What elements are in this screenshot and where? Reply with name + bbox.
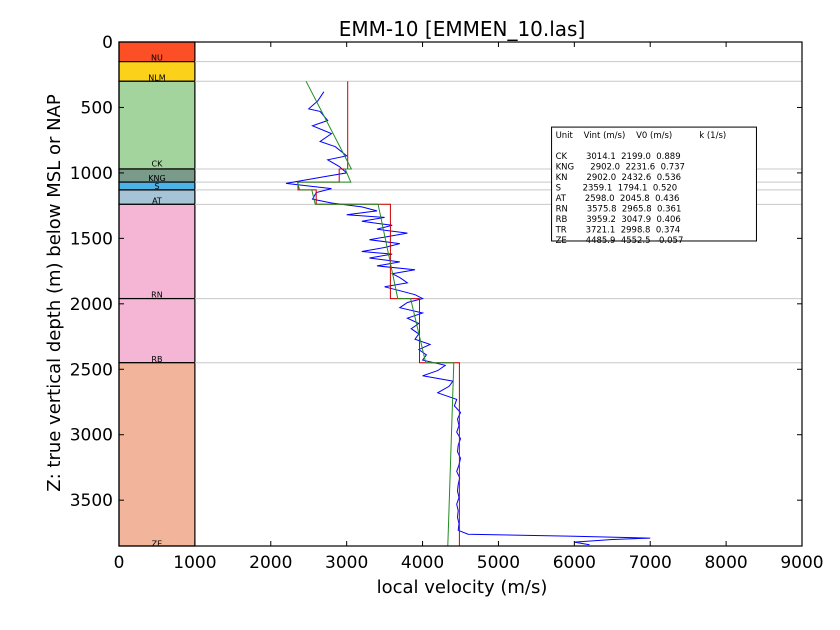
unit-label-rn: RN (151, 291, 163, 300)
unit-label-ze: ZE (152, 539, 163, 548)
legend-row: KN 2902.0 2432.6 0.536 (556, 173, 681, 183)
y-tick-label: 1500 (70, 229, 113, 249)
series-group (285, 81, 651, 546)
unit-label-kng: KNG (148, 174, 165, 183)
x-tick-label: 2000 (249, 553, 292, 573)
legend-row: KNG 2902.0 2231.6 0.737 (556, 163, 685, 173)
chart-title: EMM-10 [EMMEN_10.las] (339, 17, 586, 41)
x-tick-label: 8000 (704, 553, 747, 573)
y-axis-label: Z: true vertical depth (m) below MSL or … (44, 94, 65, 492)
legend-row: S 2359.1 1794.1 0.520 (556, 184, 678, 194)
legend-row: AT 2598.0 2045.8 0.436 (556, 194, 680, 204)
unit-label-rb: RB (151, 355, 162, 364)
x-tick-label: 0 (114, 553, 125, 573)
unit-label-ck: CK (152, 160, 164, 169)
series-line-linear (296, 81, 455, 546)
x-tick-label: 9000 (780, 553, 823, 573)
unit-block-ze (118, 362, 196, 547)
y-tick-label: 500 (81, 98, 113, 118)
unit-label-nu: NU (151, 54, 163, 63)
y-tick-label: 3000 (70, 426, 113, 446)
unit-block-rn (118, 203, 196, 300)
legend-box (551, 126, 757, 242)
y-tick-label: 1000 (70, 164, 113, 184)
x-tick-label: 3000 (325, 553, 368, 573)
x-tick-label: 5000 (477, 553, 520, 573)
plot-frame (118, 41, 803, 547)
legend-row: CK 3014.1 2199.0 0.889 (556, 152, 681, 162)
unit-block-ck (118, 80, 196, 170)
y-tick-label: 2500 (70, 360, 113, 380)
legend-header: Unit Vint (m/s) V0 (m/s) k (1/s) (556, 131, 727, 141)
series-line-step (297, 81, 460, 546)
y-tick-label: 0 (102, 33, 113, 53)
unit-block-rb (118, 297, 196, 364)
y-tick-label: 2000 (70, 295, 113, 315)
legend-row: ZE 4485.9 4552.5 -0.057 (556, 236, 684, 246)
x-tick-label: 7000 (629, 553, 672, 573)
x-tick-label: 1000 (173, 553, 216, 573)
y-tick-label: 3500 (70, 491, 113, 511)
unit-label-nlm: NLM (148, 73, 165, 82)
x-tick-label: 4000 (401, 553, 444, 573)
legend-row: RN 3575.8 2965.8 0.361 (556, 205, 682, 215)
unit-label-s: S (154, 182, 159, 191)
series-line-log (285, 91, 651, 546)
unit-label-at: AT (152, 196, 162, 205)
legend-row: RB 3959.2 3047.9 0.406 (556, 215, 681, 225)
legend-row: TR 3721.1 2998.8 0.374 (555, 226, 681, 236)
x-axis-label: local velocity (m/s) (377, 577, 548, 598)
x-tick-label: 6000 (553, 553, 596, 573)
